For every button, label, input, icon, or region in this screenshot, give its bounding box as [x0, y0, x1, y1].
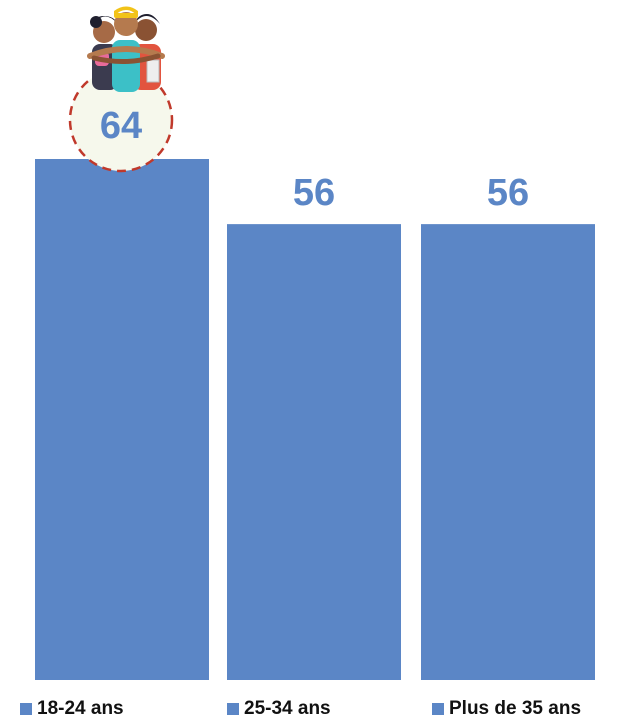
bars-layer — [35, 159, 595, 680]
legend-item-18-24: 18-24 ans — [20, 698, 124, 720]
value-label: 64 — [100, 105, 142, 147]
legend: 18-24 ans 25-34 ans Plus de 35 ans — [0, 698, 621, 722]
value-label: 56 — [293, 172, 335, 214]
bar-25-34-ans — [227, 224, 401, 680]
highlight-circle — [68, 67, 174, 173]
bar-plus-de-35-ans — [421, 224, 595, 680]
legend-label: Plus de 35 ans — [449, 698, 582, 719]
legend-item-25-34: 25-34 ans — [227, 698, 331, 720]
legend-swatch-icon — [20, 703, 32, 715]
bar-18-24-ans — [35, 159, 209, 680]
legend-label: 25-34 ans — [244, 698, 331, 719]
legend-swatch-icon — [227, 703, 239, 715]
legend-label: 18-24 ans — [37, 698, 124, 719]
bar-chart: 64 56 56 — [35, 6, 595, 680]
friends-illustration-icon — [87, 6, 165, 92]
value-labels-layer: 64 56 56 — [100, 105, 529, 214]
legend-swatch-icon — [432, 703, 444, 715]
value-label: 56 — [487, 172, 529, 214]
legend-item-plus-35: Plus de 35 ans — [432, 698, 581, 720]
